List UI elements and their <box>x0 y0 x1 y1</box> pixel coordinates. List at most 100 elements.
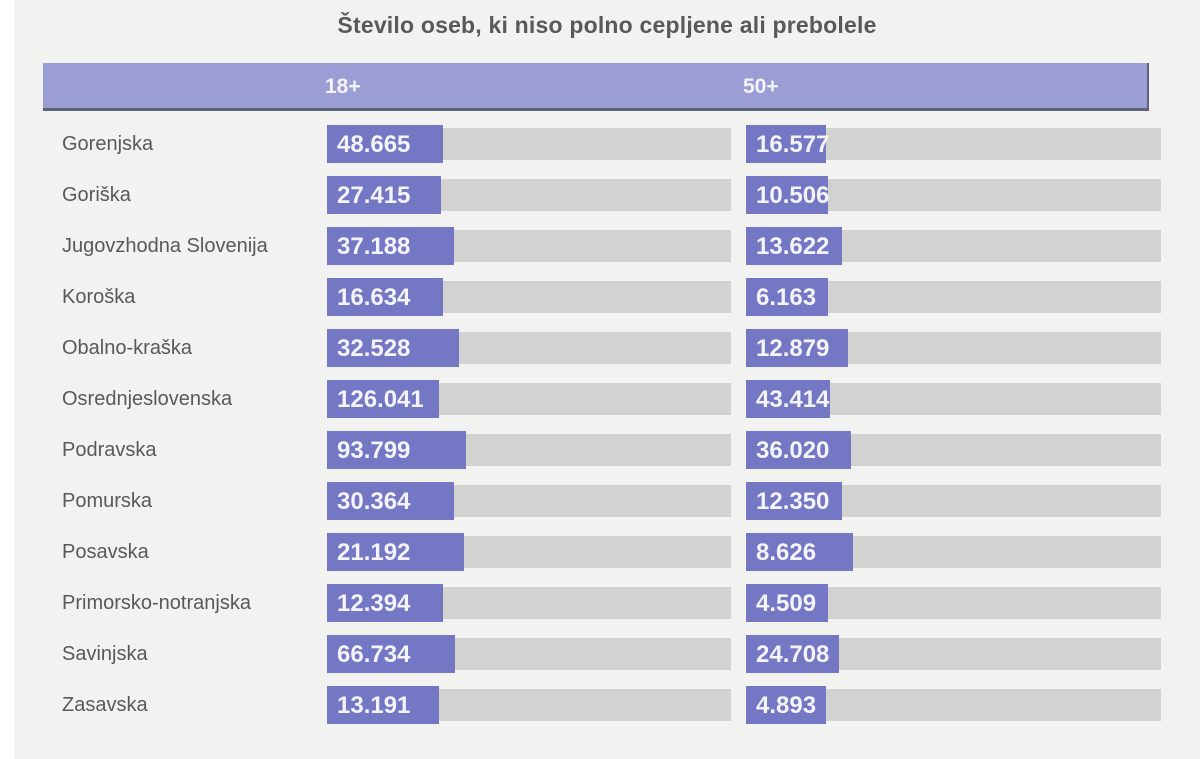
bar-value-label: 13.191 <box>337 692 411 719</box>
bar-value-label: 21.192 <box>337 539 411 566</box>
bar-value-label: 4.893 <box>756 692 817 719</box>
bar-cell-18plus: 13.191 <box>327 686 731 724</box>
bar-value-label: 12.394 <box>337 590 411 617</box>
region-label: Podravska <box>62 439 157 461</box>
bar-cell-18plus: 30.364 <box>327 482 731 520</box>
bar-50plus: 8.626 <box>746 533 854 571</box>
bar-50plus: 24.708 <box>746 635 839 673</box>
bar-18plus: 12.394 <box>327 584 443 622</box>
bar-cell-50plus: 12.350 <box>746 482 1161 520</box>
bar-cell-18plus: 12.394 <box>327 584 731 622</box>
bar-value-label: 43.414 <box>756 386 830 413</box>
chart-panel: Število oseb, ki niso polno cepljene ali… <box>14 0 1200 759</box>
bar-cell-50plus: 4.509 <box>746 584 1161 622</box>
bar-cell-18plus: 32.528 <box>327 329 731 367</box>
bar-cell-50plus: 16.577 <box>746 125 1161 163</box>
bar-value-label: 126.041 <box>337 386 424 413</box>
bar-value-label: 16.634 <box>337 284 411 311</box>
bar-cell-50plus: 43.414 <box>746 380 1161 418</box>
bar-18plus: 66.734 <box>327 635 456 673</box>
bar-18plus: 32.528 <box>327 329 460 367</box>
bar-50plus: 6.163 <box>746 278 829 316</box>
bar-cell-50plus: 6.163 <box>746 278 1161 316</box>
bar-value-label: 16.577 <box>756 131 830 158</box>
bar-50plus: 10.506 <box>746 176 830 214</box>
bar-18plus: 93.799 <box>327 431 466 469</box>
bar-50plus: 16.577 <box>746 125 830 163</box>
bar-value-label: 24.708 <box>756 641 830 668</box>
bar-50plus: 4.509 <box>746 584 829 622</box>
bar-value-label: 12.879 <box>756 335 830 362</box>
table-row: Primorsko-notranjska 12.394 4.509 <box>14 584 1200 622</box>
bar-value-label: 36.020 <box>756 437 830 464</box>
bar-cell-18plus: 37.188 <box>327 227 731 265</box>
column-header-50plus: 50+ <box>743 75 779 98</box>
table-row: Gorenjska 48.665 16.577 <box>14 125 1200 163</box>
bar-18plus: 48.665 <box>327 125 443 163</box>
bar-value-label: 6.163 <box>756 284 817 311</box>
bar-cell-18plus: 93.799 <box>327 431 731 469</box>
chart-title: Število oseb, ki niso polno cepljene ali… <box>337 12 877 38</box>
bar-cell-50plus: 12.879 <box>746 329 1161 367</box>
bar-value-label: 32.528 <box>337 335 411 362</box>
bar-cell-50plus: 8.626 <box>746 533 1161 571</box>
region-label: Goriška <box>62 184 131 206</box>
bar-50plus: 43.414 <box>746 380 830 418</box>
bar-18plus: 30.364 <box>327 482 454 520</box>
table-row: Posavska 21.192 8.626 <box>14 533 1200 571</box>
bar-cell-18plus: 21.192 <box>327 533 731 571</box>
bar-50plus: 36.020 <box>746 431 851 469</box>
bar-value-label: 37.188 <box>337 233 411 260</box>
bar-cell-50plus: 10.506 <box>746 176 1161 214</box>
bar-cell-50plus: 24.708 <box>746 635 1161 673</box>
bar-cell-18plus: 66.734 <box>327 635 731 673</box>
table-row: Podravska 93.799 36.020 <box>14 431 1200 469</box>
table-row: Pomurska 30.364 12.350 <box>14 482 1200 520</box>
region-label: Primorsko-notranjska <box>62 592 251 614</box>
bar-cell-50plus: 36.020 <box>746 431 1161 469</box>
table-row: Obalno-kraška 32.528 12.879 <box>14 329 1200 367</box>
bar-cell-18plus: 27.415 <box>327 176 731 214</box>
bar-50plus: 12.350 <box>746 482 842 520</box>
table-row: Jugovzhodna Slovenija 37.188 13.622 <box>14 227 1200 265</box>
bar-18plus: 16.634 <box>327 278 443 316</box>
region-label: Gorenjska <box>62 133 154 155</box>
region-label: Obalno-kraška <box>62 337 193 359</box>
bar-value-label: 12.350 <box>756 488 830 515</box>
bar-18plus: 37.188 <box>327 227 454 265</box>
table-row: Goriška 27.415 10.506 <box>14 176 1200 214</box>
bar-value-label: 93.799 <box>337 437 411 464</box>
bar-value-label: 30.364 <box>337 488 411 515</box>
region-label: Posavska <box>62 541 149 563</box>
column-header-band: 18+ 50+ <box>43 63 1149 111</box>
bar-cell-50plus: 13.622 <box>746 227 1161 265</box>
bar-value-label: 27.415 <box>337 182 411 209</box>
region-label: Savinjska <box>62 643 148 665</box>
table-row: Zasavska 13.191 4.893 <box>14 686 1200 724</box>
bar-18plus: 13.191 <box>327 686 439 724</box>
table-row: Koroška 16.634 6.163 <box>14 278 1200 316</box>
bar-18plus: 126.041 <box>327 380 439 418</box>
region-label: Osrednjeslovenska <box>62 388 233 410</box>
table-row: Osrednjeslovenska 126.041 43.414 <box>14 380 1200 418</box>
bar-50plus: 4.893 <box>746 686 827 724</box>
bar-value-label: 13.622 <box>756 233 830 260</box>
region-label: Pomurska <box>62 490 153 512</box>
bar-cell-18plus: 126.041 <box>327 380 731 418</box>
bar-18plus: 27.415 <box>327 176 441 214</box>
bar-value-label: 4.509 <box>756 590 817 617</box>
bar-18plus: 21.192 <box>327 533 464 571</box>
bar-50plus: 12.879 <box>746 329 849 367</box>
bar-cell-18plus: 16.634 <box>327 278 731 316</box>
bar-value-label: 8.626 <box>756 539 817 566</box>
bar-value-label: 10.506 <box>756 182 830 209</box>
bar-cell-18plus: 48.665 <box>327 125 731 163</box>
table-row: Savinjska 66.734 24.708 <box>14 635 1200 673</box>
column-header-18plus: 18+ <box>325 75 361 98</box>
region-label: Zasavska <box>62 694 148 716</box>
bar-50plus: 13.622 <box>746 227 842 265</box>
region-label: Koroška <box>62 286 136 308</box>
bar-cell-50plus: 4.893 <box>746 686 1161 724</box>
bar-value-label: 66.734 <box>337 641 411 668</box>
